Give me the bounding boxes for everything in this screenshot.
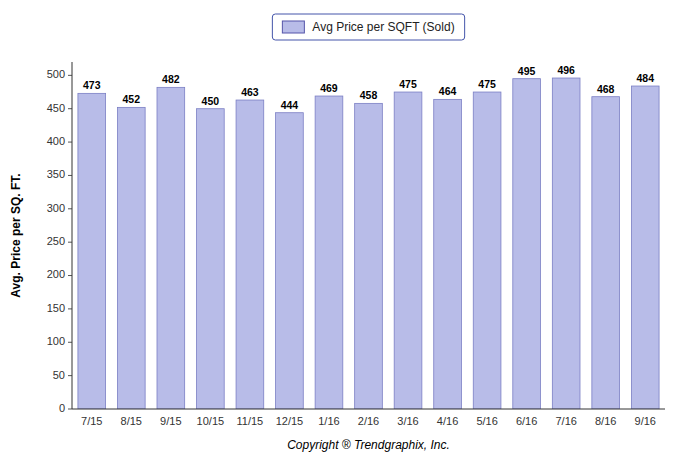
data-label: 469 — [320, 82, 338, 94]
x-tick-label: 11/15 — [237, 415, 264, 427]
x-tick-label: 6/16 — [516, 415, 537, 427]
data-label: 450 — [202, 95, 220, 107]
y-tick-label: 400 — [47, 135, 65, 147]
y-tick-label: 500 — [47, 68, 65, 80]
y-tick — [68, 308, 72, 309]
y-tick-label: 150 — [47, 302, 65, 314]
bar — [434, 99, 462, 409]
data-label: 444 — [281, 99, 299, 111]
x-tick-label: 9/15 — [160, 415, 181, 427]
y-tick — [68, 275, 72, 276]
y-axis: 0 50 100 150 200 250 300 350 400 450 500 — [47, 68, 72, 414]
bars — [78, 78, 659, 409]
y-tick-label: 350 — [47, 168, 65, 180]
data-label: 473 — [83, 79, 101, 91]
x-tick-label: 9/16 — [635, 415, 656, 427]
y-tick-label: 200 — [47, 268, 65, 280]
legend-frame — [272, 14, 464, 40]
y-tick — [68, 242, 72, 243]
y-tick — [68, 142, 72, 143]
x-tick-label: 1/16 — [318, 415, 339, 427]
y-tick-label: 50 — [53, 369, 65, 381]
y-tick — [68, 75, 72, 76]
x-tick-label: 12/15 — [276, 415, 304, 427]
bar — [355, 103, 383, 409]
x-tick-label: 2/16 — [358, 415, 379, 427]
data-labels: 473 452 482 450 463 444 469 458 475 464 475 495 496 4… — [83, 64, 654, 111]
x-tick-label: 8/15 — [121, 415, 142, 427]
y-tick — [68, 375, 72, 376]
bar — [592, 97, 620, 409]
legend-label: Avg Price per SQFT (Sold) — [312, 20, 454, 34]
x-tick-label: 10/15 — [197, 415, 225, 427]
chart-container: 0501001502002503003504004505004734524824… — [0, 0, 685, 471]
bar — [631, 86, 659, 409]
y-tick — [68, 409, 72, 410]
data-label: 475 — [478, 78, 496, 90]
bar — [157, 87, 185, 409]
data-label: 468 — [597, 83, 615, 95]
bar — [117, 107, 145, 409]
data-label: 463 — [241, 86, 259, 98]
x-tick-label: 7/15 — [81, 415, 102, 427]
data-label: 482 — [162, 73, 180, 85]
y-tick-label: 450 — [47, 102, 65, 114]
legend-swatch — [282, 21, 304, 33]
x-tick-label: 7/16 — [555, 415, 576, 427]
bar — [315, 96, 343, 409]
x-axis-line — [72, 409, 665, 410]
y-tick-label: 250 — [47, 235, 65, 247]
data-label: 484 — [636, 72, 654, 84]
x-axis: 7/15 8/15 9/15 10/15 11/15 12/15 1/16 2/16 3/16 4… — [81, 415, 656, 427]
y-tick — [68, 208, 72, 209]
bar — [78, 93, 106, 409]
bar — [552, 78, 580, 409]
y-tick — [68, 175, 72, 176]
bar — [236, 100, 264, 409]
data-label: 452 — [123, 93, 141, 105]
y-axis-line — [72, 62, 73, 409]
data-label: 475 — [399, 78, 417, 90]
data-label: 464 — [439, 85, 457, 97]
x-axis-title: Copyright ® Trendgraphix, Inc. — [287, 438, 450, 452]
bar — [197, 109, 225, 409]
y-tick-label: 100 — [47, 335, 65, 347]
bar — [473, 92, 501, 409]
x-tick-label: 3/16 — [397, 415, 418, 427]
y-axis-title: Avg. Price per SQ. FT. — [9, 173, 23, 297]
y-tick-label: 0 — [59, 402, 65, 414]
data-label: 496 — [557, 64, 575, 76]
legend: Avg Price per SQFT (Sold) — [272, 14, 464, 40]
data-label: 495 — [518, 65, 536, 77]
bar — [394, 92, 422, 409]
x-tick-label: 8/16 — [595, 415, 616, 427]
bar — [276, 113, 304, 409]
bar — [513, 79, 541, 409]
data-label: 458 — [360, 89, 378, 101]
x-tick-label: 5/16 — [476, 415, 497, 427]
chart-svg: 0501001502002503003504004505004734524824… — [0, 0, 685, 471]
x-tick-label: 4/16 — [437, 415, 458, 427]
y-tick-label: 300 — [47, 202, 65, 214]
y-tick — [68, 342, 72, 343]
y-tick — [68, 108, 72, 109]
